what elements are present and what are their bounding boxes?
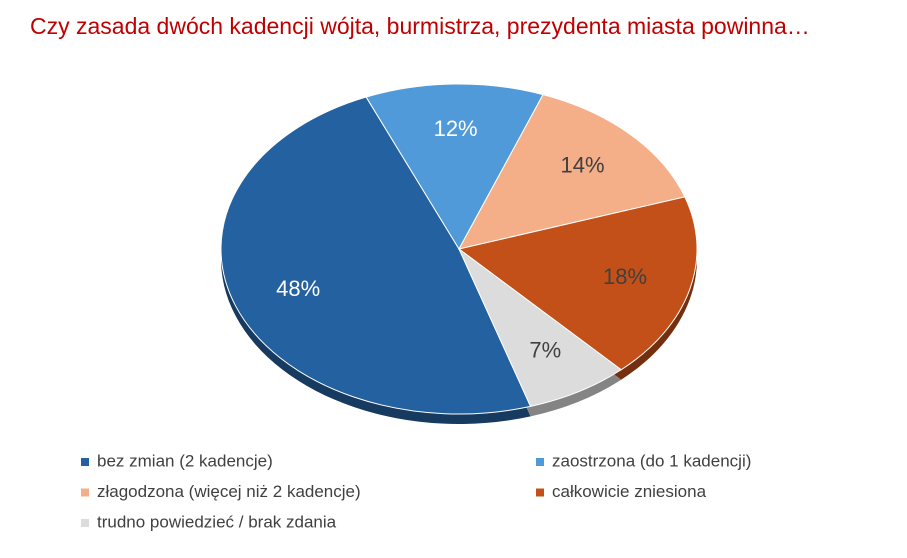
legend-label: bez zmian (2 kadencje): [97, 451, 273, 470]
legend-swatch: [81, 488, 89, 497]
slice: [458, 248, 623, 407]
data-label: 18%: [603, 264, 647, 289]
data-label: 12%: [434, 116, 478, 141]
legend-label: trudno powiedzieć / brak zdania: [97, 512, 337, 531]
data-label: 7%: [529, 337, 561, 362]
slice: [458, 94, 686, 250]
data-label: 48%: [276, 276, 320, 301]
data-label: 14%: [561, 152, 605, 177]
legend-swatch: [536, 488, 544, 497]
slice: [457, 196, 698, 371]
chart-title: Czy zasada dwóch kadencji wójta, burmist…: [30, 13, 810, 39]
legend-swatch: [81, 458, 89, 466]
slice: [220, 96, 532, 415]
legend-swatch: [536, 458, 544, 466]
legend-label: złagodzona (więcej niż 2 kadencje): [97, 482, 361, 501]
legend-swatch: [81, 519, 89, 527]
slice: [365, 83, 544, 250]
legend-label: całkowicie zniesiona: [552, 482, 707, 501]
legend-label: zaostrzona (do 1 kadencji): [552, 451, 751, 470]
